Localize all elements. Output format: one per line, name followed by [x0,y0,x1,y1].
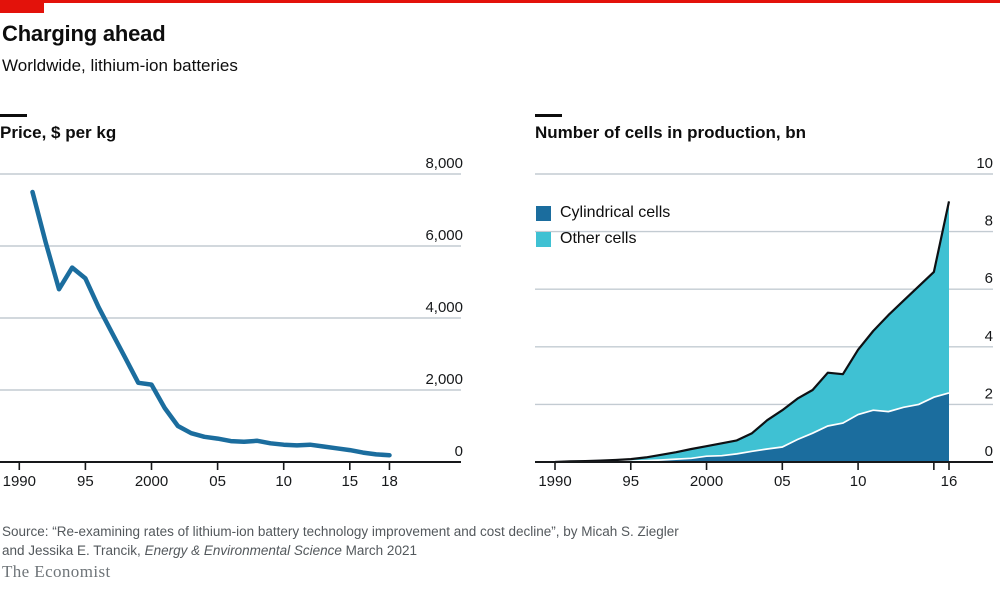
y-axis-label: 0 [455,443,463,460]
source-text: Source: “Re-examining rates of lithium-i… [2,523,679,559]
right-panel-tick [535,114,562,117]
x-axis-label: 15 [341,473,358,490]
x-axis-label: 10 [850,473,867,490]
cylindrical-cells-area [555,392,949,462]
x-axis-label: 10 [275,473,292,490]
y-axis-label: 6,000 [425,227,463,244]
y-axis-label: 10 [976,155,993,172]
source-note: Source: “Re-examining rates of lithium-i… [2,522,702,561]
legend-item-cylindrical: Cylindrical cells [536,204,670,222]
economist-red-tab [0,0,44,13]
top-red-rule [0,0,1000,3]
y-axis-label: 2 [985,385,993,402]
other-cells-area [555,201,949,462]
y-axis-label: 8 [985,213,993,230]
page-subtitle: Worldwide, lithium-ion batteries [2,56,238,75]
source-date: March 2021 [341,543,417,559]
legend-label-other: Other cells [560,230,637,247]
x-axis-label: 16 [941,473,958,490]
left-panel-tick [0,114,27,117]
legend-item-other: Other cells [536,230,670,248]
page-title: Charging ahead [2,21,166,46]
economist-wordmark: The Economist [2,562,111,581]
y-axis-label: 0 [985,443,993,460]
x-axis-label: 95 [77,473,94,490]
x-axis-label: 05 [774,473,791,490]
x-axis-label: 05 [209,473,226,490]
y-axis-label: 4,000 [425,299,463,316]
x-axis-label: 2000 [135,473,168,490]
y-axis-label: 2,000 [425,371,463,388]
y-axis-label: 4 [985,328,993,345]
cylindrical-cells-swatch [536,205,551,221]
legend: Cylindrical cells Other cells [536,204,670,248]
x-axis-label: 18 [381,473,398,490]
price-chart-title: Price, $ per kg [0,123,117,142]
cells-chart-title: Number of cells in production, bn [535,123,807,142]
source-journal: Energy & Environmental Science [144,543,342,559]
x-axis-label: 2000 [690,473,723,490]
other-cells-swatch [536,231,551,247]
y-axis-label: 6 [985,270,993,287]
price-line-chart: 0 2,000 4,000 6,000 8,000 1990 95 2000 05 10 15 18 [0,155,463,490]
legend-label-cylindrical: Cylindrical cells [560,204,671,221]
price-line [30,189,392,458]
x-axis-label: 95 [622,473,639,490]
x-axis-label: 1990 [538,473,571,490]
x-axis-label: 1990 [3,473,36,490]
cells-area-chart: 0 2 4 6 8 10 1990 95 2000 05 10 16 [535,155,993,490]
y-axis-label: 8,000 [425,155,463,172]
total-outline-line [554,201,951,464]
